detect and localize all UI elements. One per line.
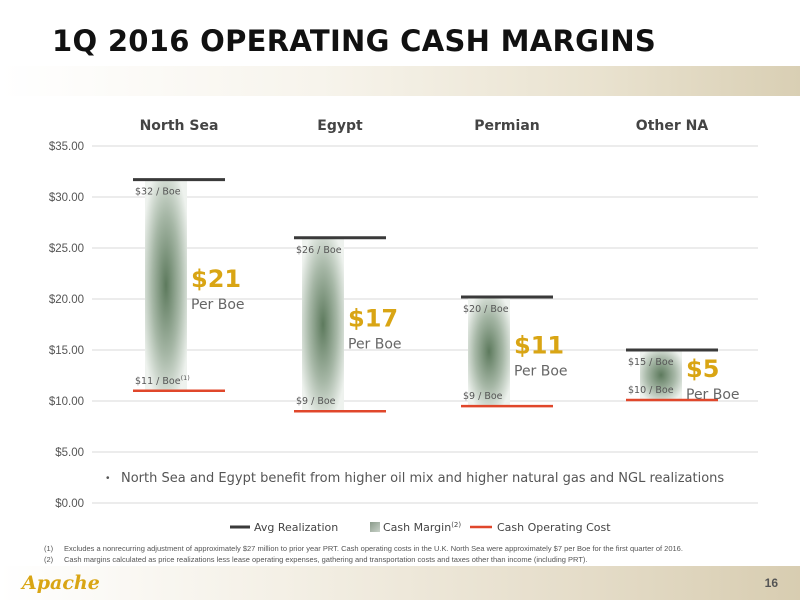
- margin-per-boe-label: Per Boe: [686, 387, 740, 403]
- category-label: North Sea: [140, 118, 219, 134]
- y-tick-label: $5.00: [55, 447, 84, 459]
- realization-label: $15 / Boe: [628, 357, 674, 368]
- realization-label: $32 / Boe: [135, 187, 181, 198]
- y-tick-label: $15.00: [49, 345, 84, 357]
- legend-cash-operating-cost-label: Cash Operating Cost: [497, 521, 611, 534]
- apache-logo: Apache: [22, 572, 100, 594]
- margin-per-boe-label: Per Boe: [191, 297, 245, 313]
- y-tick-label: $25.00: [49, 243, 84, 255]
- margin-value-label: $21: [191, 265, 241, 293]
- cost-label: $9 / Boe: [296, 396, 336, 407]
- cost-label: $11 / Boe(1): [135, 374, 190, 387]
- footnote-1: (1) Excludes a nonrecurring adjustment o…: [44, 543, 764, 554]
- margin-value-label: $17: [348, 305, 398, 333]
- cash-margin-bar: [468, 296, 510, 407]
- y-tick-label: $35.00: [49, 141, 84, 153]
- cash-margin-bar: [145, 179, 187, 391]
- y-tick-label: $30.00: [49, 192, 84, 204]
- margin-per-boe-label: Per Boe: [514, 364, 568, 380]
- y-tick-label: $20.00: [49, 294, 84, 306]
- page-title: 1Q 2016 OPERATING CASH MARGINS: [52, 24, 657, 58]
- footnotes: (1) Excludes a nonrecurring adjustment o…: [44, 543, 764, 565]
- margin-value-label: $5: [686, 355, 719, 383]
- category-label: Permian: [474, 118, 539, 134]
- page-number: 16: [764, 576, 778, 590]
- cost-label: $9 / Boe: [463, 391, 503, 402]
- title-band: [0, 66, 800, 96]
- category-label: Egypt: [317, 118, 363, 134]
- footnote-text: Cash margins calculated as price realiza…: [64, 555, 588, 564]
- y-tick-label: $10.00: [49, 396, 84, 408]
- y-tick-label: $0.00: [55, 498, 84, 510]
- realization-label: $26 / Boe: [296, 245, 342, 256]
- footnote-text: Excludes a nonrecurring adjustment of ap…: [64, 544, 683, 553]
- margin-value-label: $11: [514, 332, 564, 360]
- cost-label: $10 / Boe: [628, 385, 674, 396]
- cash-margin-bar: [302, 237, 344, 412]
- legend-avg-realization-label: Avg Realization: [254, 521, 338, 534]
- annotation-bullet: •: [106, 473, 110, 484]
- legend-cash-margin-swatch: [370, 522, 380, 532]
- realization-label: $20 / Boe: [463, 304, 509, 315]
- footnote-mark: (1): [44, 544, 54, 553]
- cost-label-footnote-mark: (1): [181, 374, 190, 382]
- margin-per-boe-label: Per Boe: [348, 337, 402, 353]
- annotation-text: North Sea and Egypt benefit from higher …: [121, 471, 724, 486]
- cash-margin-bar: [640, 350, 682, 400]
- footer-band: [0, 566, 800, 600]
- legend-footnote-mark: (2): [451, 521, 461, 529]
- footnote-mark: (2): [44, 555, 54, 564]
- cash-margin-chart: $0.00 $5.00 $10.00 $15.00 $20.00 $25.00 $30.00…: [49, 118, 758, 534]
- footnote-2: (2) Cash margins calculated as price rea…: [44, 554, 764, 565]
- category-label: Other NA: [636, 118, 709, 134]
- legend-cash-margin-label: Cash Margin(2): [383, 521, 461, 534]
